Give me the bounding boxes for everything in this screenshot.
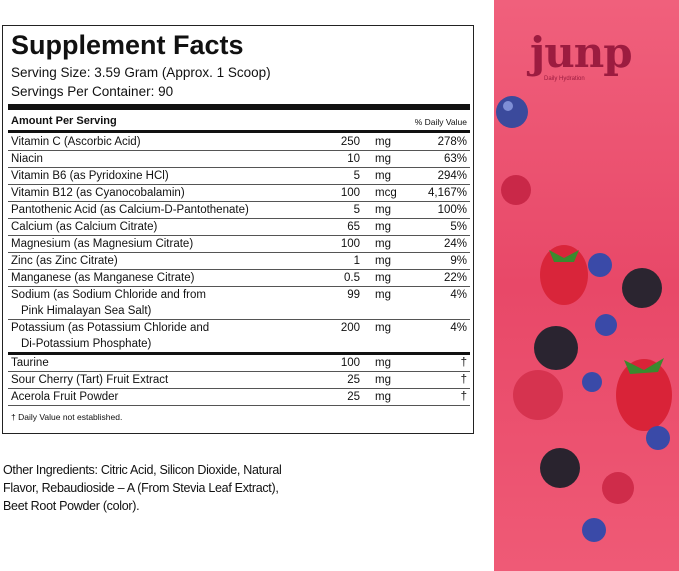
unit: mg [375,357,391,369]
unit: mg [375,136,391,148]
nutrient-row: Manganese (as Manganese Citrate) 0.5 mg 22% [8,270,470,287]
nutrient-name: Potassium (as Potassium Chloride and [11,322,210,334]
unit: mg [375,153,391,165]
amount: 250 [340,136,360,148]
amount: 100 [340,357,360,369]
daily-value: 278% [437,136,467,148]
amount: 0.5 [344,272,360,284]
unit: mcg [375,187,397,199]
daily-value: 4,167% [427,187,467,199]
daily-value: † [460,391,467,403]
amount: 100 [340,238,360,250]
daily-value: 294% [437,170,467,182]
nutrient-row: Vitamin C (Ascorbic Acid) 250 mg 278% [8,134,470,151]
unit: mg [375,272,391,284]
amount: 25 [347,374,360,386]
unit: mg [375,221,391,233]
daily-value: 22% [443,272,467,284]
daily-value: † [460,357,467,369]
nutrient-row: Pantothenic Acid (as Calcium-D-Pantothen… [8,202,470,219]
nutrient-row: Potassium (as Potassium Chloride and Di-P… [8,320,470,355]
daily-value: 63% [443,153,467,165]
nutrient-row: Niacin 10 mg 63% [8,151,470,168]
nutrient-name: Calcium (as Calcium Citrate) [11,221,158,233]
amount-header: Amount Per Serving [11,115,117,127]
unit: mg [375,255,391,267]
nutrient-name: Vitamin C (Ascorbic Acid) [11,136,141,148]
dv-header: % Daily Value [414,117,467,127]
daily-value: 24% [443,238,467,250]
rule [8,130,470,133]
nutrient-name: Pantothenic Acid (as Calcium-D-Pantothen… [11,204,249,216]
ingredients-line: Other Ingredients: Citric Acid, Silicon … [3,463,282,477]
nutrient-row: Sodium (as Sodium Chloride and from Pink … [8,287,470,320]
unit: mg [375,322,391,334]
nutrient-row: Sour Cherry (Tart) Fruit Extract 25 mg † [8,372,470,389]
unit: mg [375,170,391,182]
nutrient-name: Di-Potassium Phosphate) [21,338,152,350]
title: Supplement Facts [11,30,244,60]
nutrient-name: Manganese (as Manganese Citrate) [11,272,195,284]
nutrient-row: Magnesium (as Magnesium Citrate) 100 mg 24% [8,236,470,253]
supplement-facts-panel: Supplement Facts Serving Size: 3.59 Gram… [2,25,474,434]
unit: mg [375,391,391,403]
daily-value: 4% [450,322,467,334]
unit: mg [375,238,391,250]
servings-per-container: Servings Per Container: 90 [11,84,174,99]
serving-size: Serving Size: 3.59 Gram (Approx. 1 Scoop… [11,65,271,80]
amount: 10 [347,153,360,165]
berries [496,96,672,542]
daily-value: 5% [450,221,467,233]
amount: 65 [347,221,360,233]
nutrient-name: Zinc (as Zinc Citrate) [11,255,118,267]
ingredients-line: Flavor, Rebaudioside – A (From Stevia Le… [3,481,279,495]
nutrient-row: Calcium (as Calcium Citrate) 65 mg 5% [8,219,470,236]
nutrient-name: Vitamin B6 (as Pyridoxine HCl) [11,170,169,182]
ingredients-line: Beet Root Powder (color). [3,499,140,513]
nutrient-row: Taurine 100 mg † [8,355,470,372]
brand-tagline: Daily Hydration [544,76,585,82]
nutrient-name: Sodium (as Sodium Chloride and from [11,289,206,301]
unit: mg [375,204,391,216]
nutrient-name: Taurine [11,357,49,369]
amount: 200 [340,322,360,334]
amount: 5 [353,204,360,216]
nutrient-name: Acerola Fruit Powder [11,391,119,403]
brand-logo: junp [530,28,633,77]
daily-value: † [460,374,467,386]
nutrient-row: Acerola Fruit Powder 25 mg † [8,389,470,406]
amount: 1 [353,255,360,267]
amount: 100 [340,187,360,199]
nutrient-name: Niacin [11,153,43,165]
nutrient-row: Vitamin B6 (as Pyridoxine HCl) 5 mg 294% [8,168,470,185]
nutrient-name: Sour Cherry (Tart) Fruit Extract [11,374,169,386]
amount: 99 [347,289,360,301]
daily-value: 9% [450,255,467,267]
product-image: junp Daily Hydration [494,0,679,571]
nutrient-row: Vitamin B12 (as Cyanocobalamin) 100 mcg 4,1… [8,185,470,202]
unit: mg [375,289,391,301]
amount: 25 [347,391,360,403]
footnote: † Daily Value not established. [11,412,123,422]
nutrient-name: Vitamin B12 (as Cyanocobalamin) [11,187,185,199]
daily-value: 4% [450,289,467,301]
nutrient-name: Pink Himalayan Sea Salt) [21,305,152,317]
nutrient-row: Zinc (as Zinc Citrate) 1 mg 9% [8,253,470,270]
amount: 5 [353,170,360,182]
thick-rule [8,104,470,110]
daily-value: 100% [437,204,467,216]
unit: mg [375,374,391,386]
nutrient-name: Magnesium (as Magnesium Citrate) [11,238,194,250]
